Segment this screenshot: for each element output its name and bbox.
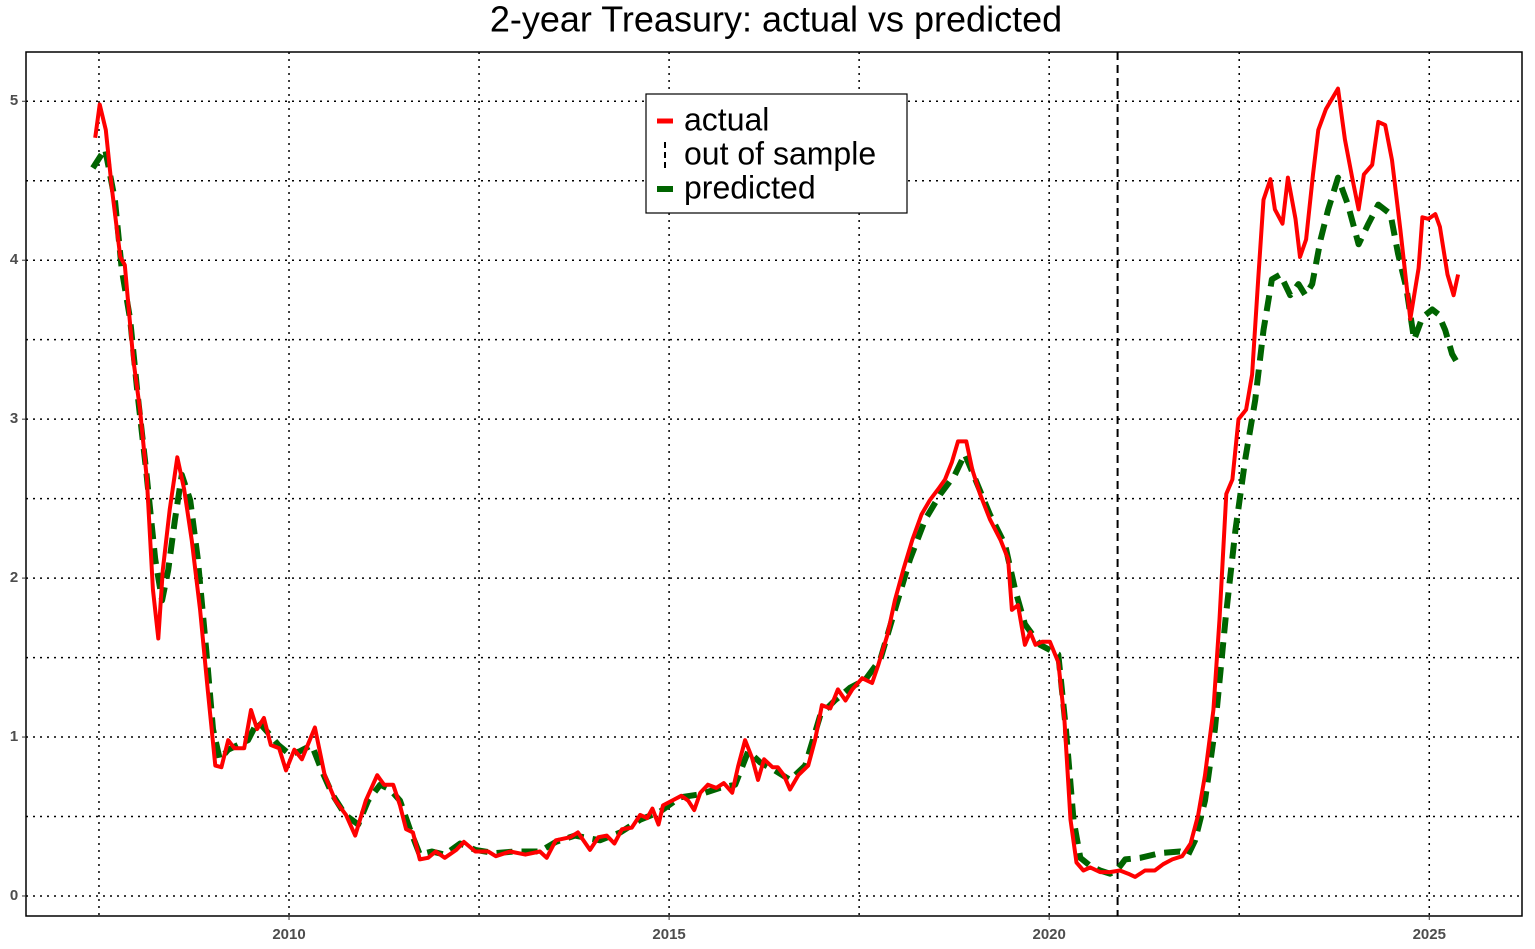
legend-box (645, 93, 908, 214)
y-tick-label: 2 (10, 569, 18, 586)
x-tick-label: 2015 (652, 926, 685, 943)
x-tick-label: 2025 (1413, 926, 1446, 943)
series-line (93, 86, 1461, 879)
legend-label: out of sample (684, 135, 876, 171)
plot (90, 52, 1463, 916)
plot-frame (25, 51, 1523, 917)
grid (26, 52, 1522, 916)
chart-title: 2-year Treasury: actual vs predicted (490, 0, 1062, 40)
y-tick-label: 0 (10, 887, 18, 904)
y-tick-label: 1 (10, 728, 18, 745)
x-tick-label: 2020 (1032, 926, 1065, 943)
x-tick-label: 2010 (272, 926, 305, 943)
legend-label: predicted (684, 169, 816, 205)
y-tick-label: 4 (10, 251, 19, 268)
y-tick-label: 3 (10, 410, 18, 427)
legend-label: actual (684, 101, 769, 137)
y-tick-label: 5 (10, 92, 18, 109)
